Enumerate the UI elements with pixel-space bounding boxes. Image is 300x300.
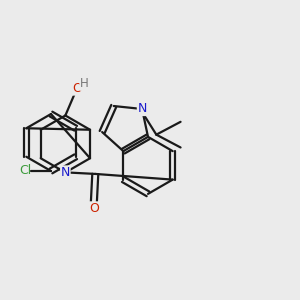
Text: Cl: Cl	[19, 164, 32, 178]
Text: O: O	[89, 202, 99, 215]
Text: N: N	[137, 103, 147, 116]
Text: N: N	[61, 166, 70, 179]
Text: H: H	[80, 77, 89, 90]
Text: O: O	[72, 82, 82, 95]
